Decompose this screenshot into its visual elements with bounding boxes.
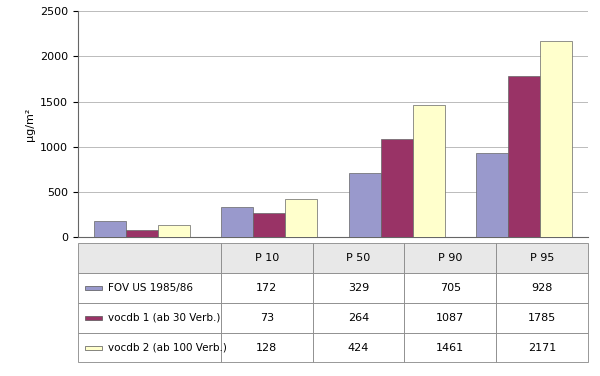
Bar [496,243,588,273]
Bar [349,173,381,237]
Bar [404,303,496,333]
Bar [540,41,572,237]
Bar [476,153,508,237]
Text: P 90: P 90 [438,253,463,263]
Text: 128: 128 [256,343,277,353]
Text: 705: 705 [440,283,461,293]
Bar [78,273,221,303]
Text: 1087: 1087 [436,313,464,323]
Bar [85,286,102,290]
Bar [496,273,588,303]
Bar [94,221,126,237]
Text: P 50: P 50 [346,253,371,263]
Bar [285,199,317,237]
Text: 1461: 1461 [436,343,464,353]
Bar [78,333,221,362]
Text: 1785: 1785 [528,313,556,323]
Bar [253,213,285,237]
Text: 928: 928 [532,283,553,293]
Bar [78,303,221,333]
Bar [496,333,588,362]
Y-axis label: µg/m²: µg/m² [25,108,35,141]
Bar [158,225,190,237]
Bar [221,273,313,303]
Bar [85,346,102,350]
Bar [221,303,313,333]
Text: P 10: P 10 [254,253,279,263]
Text: vocdb 1 (ab 30 Verb.): vocdb 1 (ab 30 Verb.) [108,313,220,323]
Bar [508,76,540,237]
Bar [404,333,496,362]
Bar [381,139,413,237]
Text: 172: 172 [256,283,277,293]
Bar [78,243,221,273]
Bar [313,333,404,362]
Text: 424: 424 [348,343,369,353]
Bar [221,333,313,362]
Bar [496,303,588,333]
Bar [404,273,496,303]
Text: 2171: 2171 [528,343,556,353]
Text: P 95: P 95 [530,253,554,263]
Text: 73: 73 [260,313,274,323]
Bar [85,316,102,320]
Bar [313,273,404,303]
Bar [313,243,404,273]
Text: vocdb 2 (ab 100 Verb.): vocdb 2 (ab 100 Verb.) [108,343,227,353]
Bar [313,303,404,333]
Bar [404,243,496,273]
Bar [413,105,445,237]
Text: 264: 264 [348,313,369,323]
Text: FOV US 1985/86: FOV US 1985/86 [108,283,193,293]
Bar [221,243,313,273]
Bar [126,230,158,237]
Text: 329: 329 [348,283,369,293]
Bar [221,207,253,237]
